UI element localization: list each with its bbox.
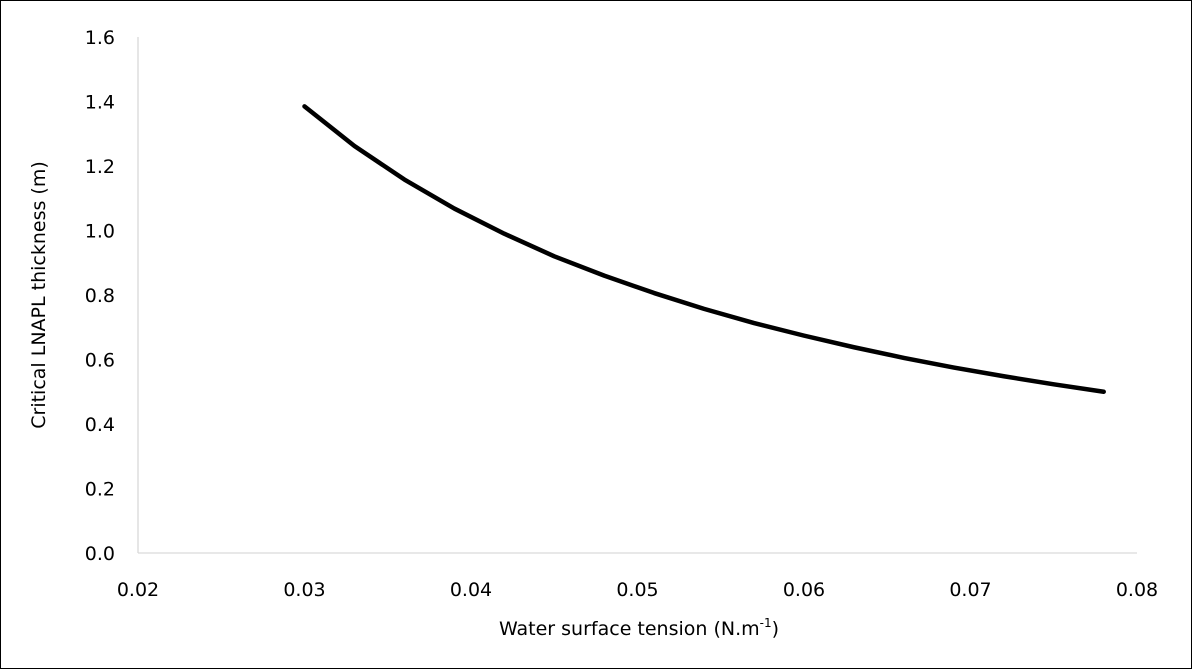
y-tick-label: 1.6 bbox=[85, 27, 115, 49]
x-tick-label: 0.03 bbox=[283, 579, 325, 601]
series bbox=[302, 104, 1106, 394]
tick-labels: 0.0 0.2 0.4 0.6 0.8 1.0 1.2 1.4 1.6 0.02 0.03 0.04 0… bbox=[85, 27, 1158, 601]
y-tick-label: 0.2 bbox=[85, 479, 115, 501]
y-axis-title: Critical LNAPL thickness (m) bbox=[28, 161, 50, 429]
x-tick-label: 0.02 bbox=[117, 579, 159, 601]
y-tick-label: 0.6 bbox=[85, 350, 115, 372]
x-tick-label: 0.06 bbox=[783, 579, 825, 601]
y-tick-label: 1.4 bbox=[85, 92, 115, 114]
y-tick-label: 0.8 bbox=[85, 285, 115, 307]
y-tick-label: 1.0 bbox=[85, 221, 115, 243]
series-line bbox=[302, 104, 1106, 394]
y-tick-label: 1.2 bbox=[85, 156, 115, 178]
axes bbox=[137, 37, 1137, 554]
x-tick-label: 0.04 bbox=[450, 579, 492, 601]
x-tick-label: 0.08 bbox=[1116, 579, 1158, 601]
y-tick-label: 0.0 bbox=[85, 543, 115, 565]
x-axis-title: Water surface tension (N.m-1) bbox=[499, 616, 779, 640]
y-tick-label: 0.4 bbox=[85, 414, 115, 436]
x-tick-label: 0.07 bbox=[949, 579, 991, 601]
x-tick-label: 0.05 bbox=[616, 579, 658, 601]
